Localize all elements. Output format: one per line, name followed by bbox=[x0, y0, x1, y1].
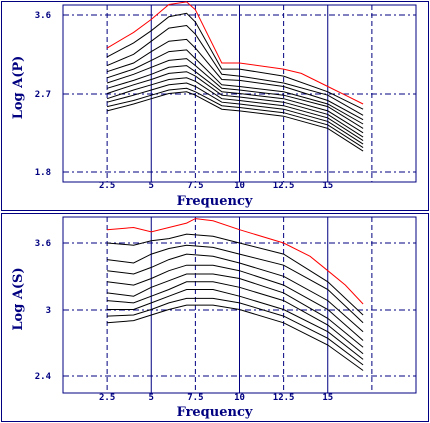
s-chart-ytick-label: 2.4 bbox=[35, 372, 52, 382]
p-chart-series-6 bbox=[106, 65, 364, 134]
s-chart-series-4 bbox=[107, 264, 364, 341]
s-chart-series-5 bbox=[107, 273, 364, 348]
s-chart-series-8 bbox=[107, 297, 364, 366]
p-chart-series-10 bbox=[106, 87, 364, 149]
p-chart-xtick-label: 15 bbox=[322, 181, 333, 191]
p-chart-ylabel: Log A(P) bbox=[11, 56, 26, 120]
s-chart-series-3 bbox=[107, 253, 364, 333]
s-chart-series-7 bbox=[107, 289, 364, 360]
p-chart-xtick-label: 12.5 bbox=[273, 181, 295, 191]
s-chart-xlabel: Frequency bbox=[177, 405, 253, 420]
p-chart-series-5 bbox=[106, 58, 364, 129]
p-chart-series-4 bbox=[106, 49, 364, 125]
p-chart-ytick-label: 1.8 bbox=[35, 168, 51, 178]
p-chart-xlabel: Frequency bbox=[177, 194, 253, 209]
p-chart-series-2 bbox=[106, 24, 364, 116]
s-chart-xtick-label: 2.5 bbox=[99, 393, 115, 403]
p-chart-xtick-label: 5 bbox=[149, 181, 154, 191]
s-chart-ytick-label: 3.6 bbox=[35, 239, 51, 249]
p-chart-xtick-label: 10 bbox=[234, 181, 245, 191]
p-chart-xtick-label: 7.5 bbox=[187, 181, 203, 191]
s-chart-series-1 bbox=[107, 233, 364, 316]
p-chart-series-3 bbox=[106, 38, 364, 121]
s-chart-xtick-label: 7.5 bbox=[187, 393, 203, 403]
p-chart-xtick-label: 2.5 bbox=[99, 181, 115, 191]
s-chart-series-6 bbox=[107, 281, 364, 355]
s-chart-ylabel: Log A(S) bbox=[11, 267, 26, 330]
p-chart-ytick-label: 3.6 bbox=[35, 11, 51, 21]
p-chart-series-1 bbox=[106, 12, 364, 110]
p-chart-series-0 bbox=[106, 1, 364, 105]
p-chart-series-9 bbox=[106, 82, 364, 145]
p-chart-series-8 bbox=[106, 77, 364, 142]
p-chart-ytick-label: 2.7 bbox=[35, 90, 51, 100]
s-chart-series-2 bbox=[107, 244, 364, 324]
p-chart-series-7 bbox=[106, 71, 364, 138]
s-chart-xtick-label: 15 bbox=[322, 393, 333, 403]
s-chart-series-9 bbox=[107, 304, 364, 371]
s-chart-xtick-label: 12.5 bbox=[273, 393, 295, 403]
p-chart-series-11 bbox=[106, 91, 364, 152]
s-chart-xtick-label: 10 bbox=[234, 393, 245, 403]
s-chart-series-0 bbox=[107, 218, 364, 305]
s-chart-ytick-label: 3 bbox=[46, 306, 51, 316]
s-chart-xtick-label: 5 bbox=[149, 393, 154, 403]
